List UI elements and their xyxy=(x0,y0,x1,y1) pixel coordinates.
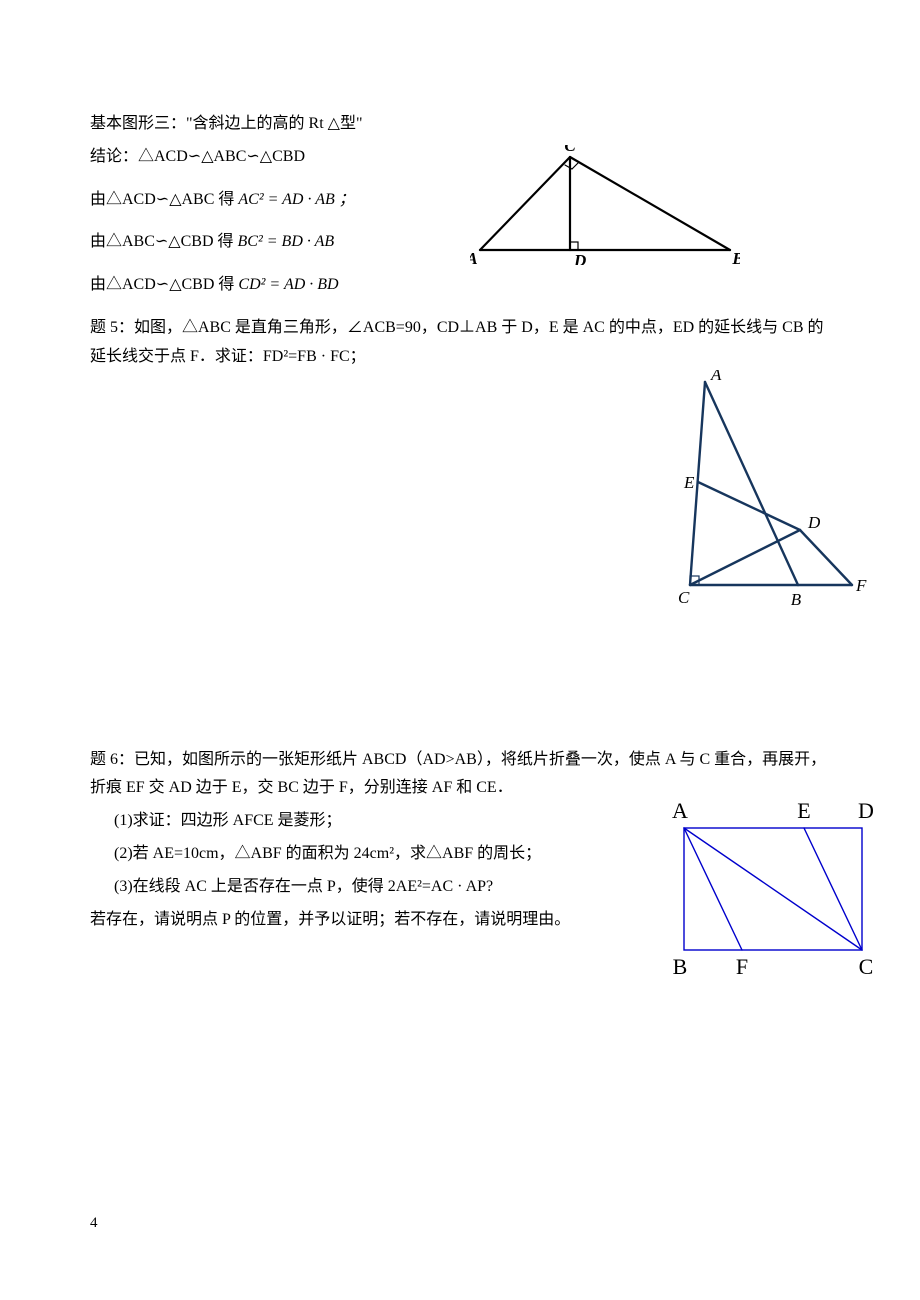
svg-text:B: B xyxy=(673,954,688,979)
eq3-prefix: 由△ACD∽△CBD 得 xyxy=(90,276,238,293)
svg-text:C: C xyxy=(678,588,690,607)
figure-q5: A C B F E D xyxy=(670,370,875,610)
svg-text:D: D xyxy=(807,513,821,532)
svg-text:E: E xyxy=(797,798,810,823)
figure-rt-triangle: A B C D xyxy=(470,145,740,265)
svg-text:D: D xyxy=(573,251,586,265)
svg-text:C: C xyxy=(564,145,576,155)
svg-text:E: E xyxy=(683,473,695,492)
eq2-prefix: 由△ABC∽△CBD 得 xyxy=(90,233,238,250)
equation-3: 由△ACD∽△CBD 得 CD² = AD · BD xyxy=(90,271,830,300)
question-5-text: 题 5：如图，△ABC 是直角三角形，∠ACB=90，CD⊥AB 于 D，E 是… xyxy=(90,314,830,372)
eq2-math: BC² = BD · AB xyxy=(238,233,335,250)
svg-text:A: A xyxy=(470,249,478,265)
svg-text:A: A xyxy=(672,798,688,823)
eq1-prefix: 由△ACD∽△ABC 得 xyxy=(90,191,238,208)
svg-text:F: F xyxy=(855,576,867,595)
eq3-math: CD² = AD · BD xyxy=(238,276,338,293)
svg-text:A: A xyxy=(710,370,722,384)
page-number: 4 xyxy=(90,1210,98,1237)
eq1-math: AC² = AD · AB ； xyxy=(238,191,354,208)
figure-q6: A D E B C F xyxy=(660,790,890,985)
svg-text:D: D xyxy=(858,798,874,823)
svg-text:B: B xyxy=(791,590,802,609)
header-title: 基本图形三："含斜边上的高的 Rt △型" xyxy=(90,110,830,139)
svg-text:F: F xyxy=(736,954,748,979)
svg-text:B: B xyxy=(731,249,740,265)
svg-text:C: C xyxy=(859,954,874,979)
